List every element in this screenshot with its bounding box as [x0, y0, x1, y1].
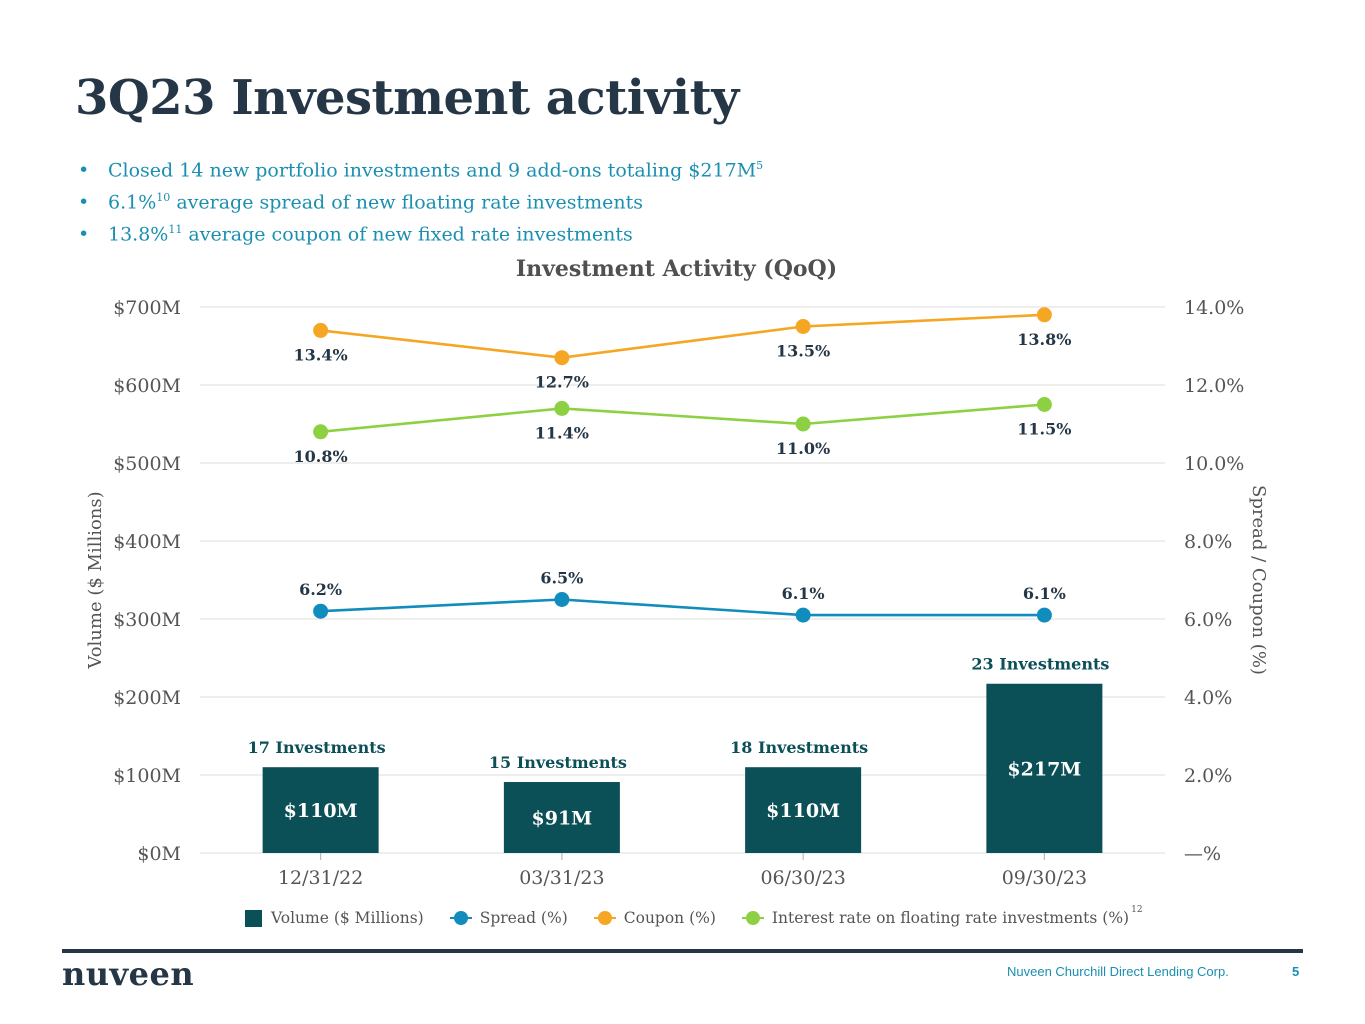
bar-value-label: $91M: [532, 808, 593, 830]
y-tick-label-right: —%: [1184, 843, 1221, 865]
y-tick-label-right: 14.0%: [1184, 297, 1244, 319]
legend-item-volume: Volume ($ Millions): [245, 909, 424, 927]
data-point: [313, 424, 329, 440]
data-point: [795, 319, 811, 334]
legend-item-interest-rate: Interest rate on floating rate investmen…: [741, 905, 1143, 927]
data-point: [1036, 607, 1052, 623]
data-point: [554, 400, 570, 416]
bar-volume: [262, 767, 379, 853]
bar-value-label: $110M: [766, 800, 840, 822]
data-point: [795, 416, 811, 432]
bullet-glyph: •: [78, 159, 90, 182]
bullet-item: • Closed 14 new portfolio investments and…: [78, 150, 763, 182]
legend-swatch-interest-rate: [741, 910, 764, 926]
x-tick-label: 03/31/23: [519, 867, 604, 889]
legend-footnote: 12: [1131, 905, 1143, 915]
data-point: [313, 322, 329, 338]
data-point: [554, 350, 570, 366]
series-line-spread: [320, 598, 1045, 617]
bar-volume: [986, 683, 1103, 853]
data-point: [795, 607, 811, 623]
bullet-text: Closed 14 new portfolio investments and …: [108, 159, 757, 182]
data-label: 11.5%: [1017, 420, 1071, 439]
legend-label: Coupon (%): [623, 909, 716, 927]
y-tick-label-left: $500M: [113, 453, 181, 475]
data-label: 6.1%: [782, 584, 825, 603]
data-label: 11.4%: [535, 423, 589, 442]
x-tick-label: 12/31/22: [278, 867, 363, 889]
chart-title: Investment Activity (QoQ): [515, 256, 838, 282]
data-label: 13.8%: [1017, 330, 1071, 349]
bar-count-label: 15 Investments: [489, 753, 627, 772]
y-tick-label-left: $700M: [113, 297, 181, 319]
data-point: [554, 592, 570, 607]
y-tick-label-left: $0M: [137, 843, 181, 865]
legend-label: Interest rate on floating rate investmen…: [771, 909, 1130, 927]
data-point: [1036, 307, 1052, 323]
y-tick-label-right: 8.0%: [1184, 531, 1232, 553]
bullet-glyph: •: [78, 223, 90, 246]
data-label: 12.7%: [535, 373, 589, 392]
data-label: 6.2%: [299, 580, 342, 599]
bar-count-label: 18 Investments: [730, 738, 868, 757]
y-axis-title-left: Volume ($ Millions): [85, 491, 106, 669]
chart-legend: Volume ($ Millions) Spread (%) Coupon (%…: [245, 905, 1169, 927]
summary-bullets: • Closed 14 new portfolio investments and…: [78, 150, 763, 246]
series-line-coupon: [320, 313, 1045, 360]
data-label: 11.0%: [776, 439, 830, 458]
data-label: 13.5%: [776, 342, 830, 361]
data-label: 10.8%: [294, 447, 348, 466]
bullet-text-tail: average coupon of new fixed rate investm…: [182, 223, 633, 246]
y-axis-title-right: Spread / Coupon (%): [1248, 485, 1269, 675]
bar-volume: [503, 782, 620, 853]
bullet-glyph: •: [78, 191, 90, 214]
footer-divider: [62, 949, 1303, 953]
y-tick-label-left: $200M: [113, 687, 181, 709]
page-number: 5: [1292, 964, 1300, 979]
y-tick-label-right: 10.0%: [1184, 453, 1244, 475]
legend-label: Volume ($ Millions): [271, 909, 424, 927]
bar-value-label: $110M: [284, 800, 358, 822]
legend-swatch-volume: [245, 909, 262, 927]
legend-swatch-coupon: [593, 910, 616, 926]
investment-activity-chart: $0M $100M $200M $300M $400M $500M $600M $700M —%…: [85, 297, 1269, 889]
legend-label: Spread (%): [479, 909, 568, 927]
legend-swatch-spread: [449, 910, 472, 926]
legend-item-spread: Spread (%): [449, 909, 568, 927]
data-label: 6.5%: [540, 569, 583, 588]
bullet-item: • 13.8%11 average coupon of new fixed rat…: [78, 214, 763, 246]
x-tick-label: 06/30/23: [760, 867, 845, 889]
bar-count-label: 17 Investments: [248, 738, 386, 757]
nuveen-logo: nuveen: [62, 955, 195, 993]
data-point: [1036, 397, 1052, 412]
legend-item-coupon: Coupon (%): [593, 909, 716, 927]
data-label: 13.4%: [294, 345, 348, 364]
data-point: [313, 603, 329, 619]
y-tick-label-left: $400M: [113, 531, 181, 553]
bar-volume: [745, 767, 862, 853]
footer-company-name: Nuveen Churchill Direct Lending Corp.: [1007, 964, 1229, 979]
page-title: 3Q23 Investment activity: [75, 70, 739, 126]
bar-value-label: $217M: [1007, 758, 1081, 780]
y-tick-label-left: $300M: [113, 609, 181, 631]
data-label: 6.1%: [1023, 584, 1066, 603]
bullet-text: 13.8%: [108, 223, 169, 246]
y-tick-label-right: 4.0%: [1184, 687, 1232, 709]
footnote-ref: 11: [168, 223, 183, 236]
footnote-ref: 10: [156, 191, 171, 204]
bullet-text: 6.1%: [108, 191, 157, 214]
y-tick-label-right: 2.0%: [1184, 765, 1232, 787]
bullet-item: • 6.1%10 average spread of new floating r…: [78, 182, 763, 214]
footnote-ref: 5: [756, 159, 764, 172]
series-line-interest-rate: [320, 403, 1045, 434]
bullet-text-tail: average spread of new floating rate inve…: [170, 191, 644, 214]
bar-count-label: 23 Investments: [971, 655, 1109, 674]
y-tick-label-left: $600M: [113, 375, 181, 397]
x-tick-label: 09/30/23: [1002, 867, 1087, 889]
y-tick-label-right: 12.0%: [1184, 375, 1244, 397]
y-tick-label-left: $100M: [113, 765, 181, 787]
y-tick-label-right: 6.0%: [1184, 609, 1232, 631]
